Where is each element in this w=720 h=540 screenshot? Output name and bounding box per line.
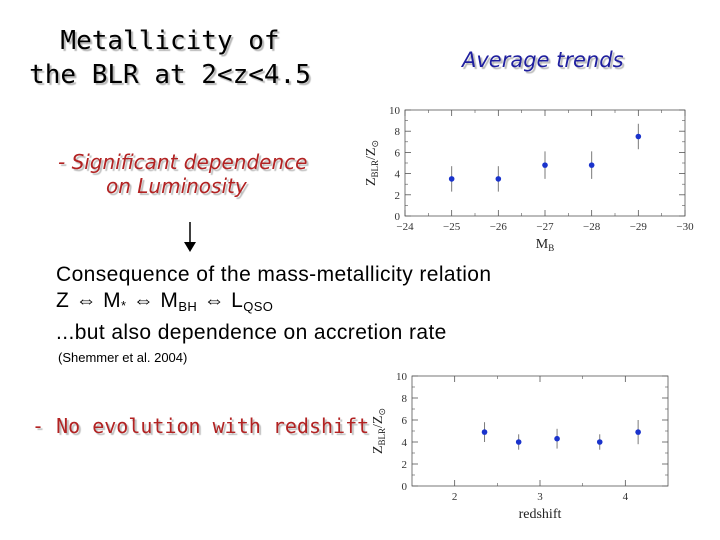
x-tick-label: −30 [676,221,694,233]
x-tick-label: −29 [630,221,648,233]
data-point [481,429,488,435]
x-axis-label: redshift [519,507,562,520]
y-tick-label: 6 [395,147,401,159]
consequence-line-3: ...but also dependence on accretion rate [56,321,447,344]
double-arrow-icon: ⇔ [132,289,155,312]
relation-mbh: MBH [160,289,198,314]
data-point [448,176,455,182]
relation-star: * [121,298,127,313]
bullet-luminosity-line-2: on Luminosity [106,174,247,198]
data-point [635,429,641,435]
y-axis-label: ZBLR/Z⊙ [371,408,387,454]
relation-line: Z ⇔ M* ⇔ MBH ⇔ LQSO [56,288,491,320]
y-tick-label: 6 [402,415,408,427]
data-point [588,162,595,168]
bullet-luminosity-line-1: - Significant dependence [58,150,308,174]
mbh-sub: BH [178,299,198,314]
y-tick-label: 0 [395,211,401,223]
data-point [554,435,560,442]
y-tick-label: 2 [402,459,408,471]
y-axis-label: ZBLR/Z⊙ [364,140,380,186]
y-tick-label: 10 [389,105,401,117]
luminosity-chart: 0 2 4 6 8 10 −24 −25 −26 −27 −28 −29 −30 MB ZBLR/Z⊙ [364,105,694,253]
y-tick-label: 2 [395,190,401,202]
x-axis-label: MB [536,237,554,253]
mbh-base: M [160,289,179,312]
slide-title: Metallicity of the BLR at 2<z<4.5 [0,24,340,92]
double-arrow-icon: ⇔ [75,289,97,312]
reference-citation: (Shemmer et al. 2004) [58,350,188,365]
y-tick-label: 0 [402,481,408,493]
relation-m: M [103,289,122,312]
data-point [495,176,502,182]
average-trends-heading: Average trends [462,48,624,72]
relation-lqso: LQSO [231,289,274,314]
y-tick-label: 10 [396,371,408,383]
double-arrow-icon: ⇔ [203,289,225,312]
redshift-chart: 0 2 4 6 8 10 2 3 4 redshift ZBLR/Z⊙ [371,371,669,520]
data-point [515,439,522,445]
consequence-line-1: Consequence of the mass-metallicity rela… [56,263,492,286]
title-line-1: Metallicity of [60,26,280,56]
data-point [542,162,548,168]
x-tick-label: 4 [623,491,629,503]
y-tick-label: 8 [402,393,408,405]
relation-z: Z [56,289,70,312]
data-point [596,439,603,445]
x-tick-label: −28 [583,221,601,233]
bullet-redshift: - No evolution with redshift [32,414,370,438]
bullet-luminosity: - Significant dependence on Luminosity [58,150,307,198]
y-tick-label: 8 [395,126,401,138]
data-point [635,133,642,140]
y-tick-label: 4 [402,437,408,449]
down-arrow-icon [184,222,196,252]
plot-frame [411,375,669,487]
x-tick-label: −27 [536,221,554,233]
x-tick-label: −25 [443,221,461,233]
x-tick-label: 2 [452,491,458,503]
y-tick-label: 4 [395,169,401,181]
x-tick-label: −26 [490,221,508,233]
lqso-sub: QSO [243,299,274,314]
title-line-2: the BLR at 2<z<4.5 [29,60,311,90]
consequence-text: Consequence of the mass-metallicity rela… [56,262,491,346]
x-tick-label: 3 [537,491,543,503]
lqso-base: L [231,289,244,312]
x-tick-label: −24 [396,221,414,233]
